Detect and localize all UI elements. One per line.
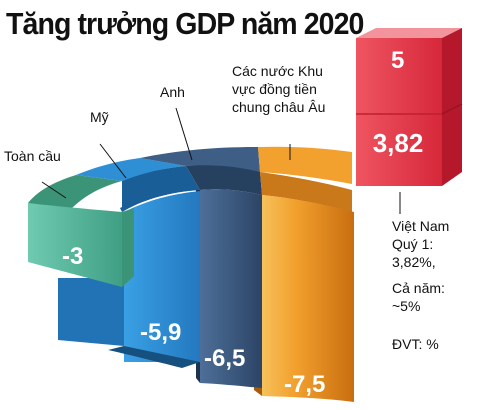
bar-front-us xyxy=(58,278,124,346)
bar-right-world xyxy=(122,208,134,287)
vn-note-q1-label: Quý 1: xyxy=(392,236,434,252)
segment-inner-eu xyxy=(260,172,352,212)
label-world: Toàn cầu xyxy=(4,148,61,164)
value-us: -5,9 xyxy=(140,319,181,346)
bar-us xyxy=(124,191,200,362)
chart-title: Tăng trưởng GDP năm 2020 xyxy=(6,6,364,41)
bar-uk xyxy=(200,189,262,388)
value-vn: 5 xyxy=(391,47,404,74)
leader-uk xyxy=(175,107,193,161)
vn-note-q1-value: 3,82%, xyxy=(392,254,436,270)
value-world: -3 xyxy=(62,243,83,270)
label-us: Mỹ xyxy=(90,109,109,125)
value-eu: -7,5 xyxy=(284,371,325,398)
unit-label: ĐVT: % xyxy=(392,336,439,352)
label-eu: Các nước Khu vực đồng tiền chung châu Âu xyxy=(232,63,327,115)
segment-inner-uk xyxy=(186,165,262,195)
segment-top-uk xyxy=(140,147,260,172)
segment-top-world xyxy=(28,175,122,210)
vn-note-name: Việt Nam xyxy=(392,218,450,234)
bar-vn-q1-line-side xyxy=(441,103,463,115)
leader-world xyxy=(41,181,67,199)
vn-note-year-value: ~5% xyxy=(392,298,421,314)
bar-side-vn xyxy=(442,28,462,186)
bar-eu xyxy=(262,195,354,402)
leader-us xyxy=(99,143,127,179)
segment-top-eu xyxy=(258,146,352,184)
segment-top-us xyxy=(76,158,186,181)
bar-world xyxy=(28,203,122,287)
bar-vn xyxy=(356,38,442,186)
vn-note-year-label: Cả năm: xyxy=(392,280,445,296)
value-vn-q1: 3,82 xyxy=(373,128,424,158)
label-uk: Anh xyxy=(160,84,185,100)
bar-bottom-us xyxy=(108,346,200,368)
value-uk: -6,5 xyxy=(204,345,245,372)
bar-top-vn xyxy=(356,28,462,38)
